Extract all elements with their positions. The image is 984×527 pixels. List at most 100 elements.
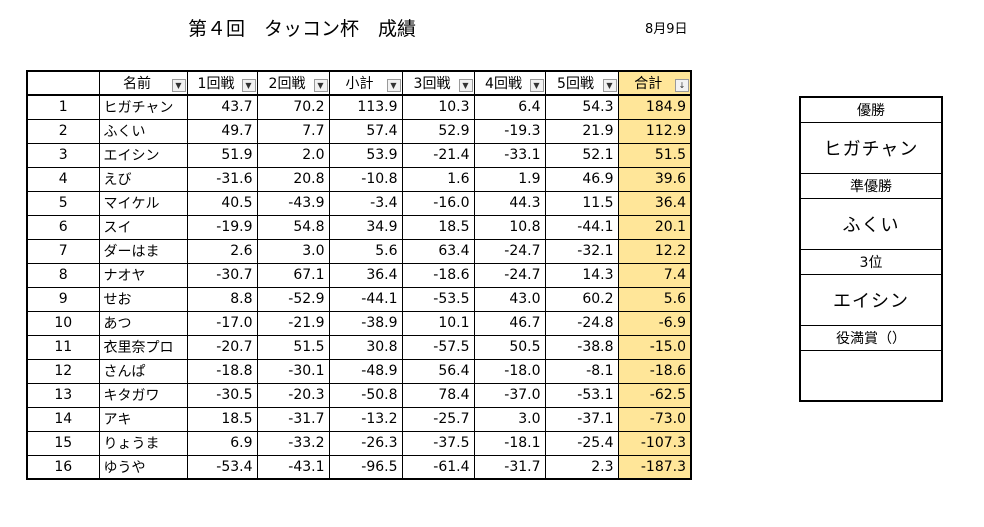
yakuman-prize-name[interactable] <box>799 349 943 402</box>
rank-cell[interactable]: 6 <box>26 214 100 240</box>
total-score-cell[interactable]: 7.4 <box>617 262 692 288</box>
round2-score-cell[interactable]: 2.0 <box>256 142 330 168</box>
header-round1[interactable]: 1回戦 ▼ <box>186 70 258 96</box>
round3-score-cell[interactable]: -61.4 <box>401 454 475 480</box>
sort-desc-icon[interactable]: ↓ <box>675 79 689 92</box>
player-name-cell[interactable]: えび <box>98 166 188 192</box>
round2-score-cell[interactable]: -30.1 <box>256 358 330 384</box>
round2-score-cell[interactable]: 3.0 <box>256 238 330 264</box>
round2-score-cell[interactable]: -43.1 <box>256 454 330 480</box>
round2-score-cell[interactable]: 20.8 <box>256 166 330 192</box>
subtotal-cell[interactable]: -26.3 <box>328 430 403 456</box>
round5-score-cell[interactable]: 14.3 <box>544 262 619 288</box>
player-name-cell[interactable]: スイ <box>98 214 188 240</box>
round2-score-cell[interactable]: -33.2 <box>256 430 330 456</box>
round2-score-cell[interactable]: -21.9 <box>256 310 330 336</box>
round4-score-cell[interactable]: -33.1 <box>473 142 546 168</box>
round1-score-cell[interactable]: 51.9 <box>186 142 258 168</box>
subtotal-cell[interactable]: -13.2 <box>328 406 403 432</box>
round5-score-cell[interactable]: 2.3 <box>544 454 619 480</box>
round5-score-cell[interactable]: 60.2 <box>544 286 619 312</box>
round5-score-cell[interactable]: -37.1 <box>544 406 619 432</box>
player-name-cell[interactable]: 衣里奈プロ <box>98 334 188 360</box>
round4-score-cell[interactable]: -18.1 <box>473 430 546 456</box>
total-score-cell[interactable]: 36.4 <box>617 190 692 216</box>
header-total[interactable]: 合計 ↓ <box>617 70 692 96</box>
round5-score-cell[interactable]: -8.1 <box>544 358 619 384</box>
round3-score-cell[interactable]: -18.6 <box>401 262 475 288</box>
header-round2[interactable]: 2回戦 ▼ <box>256 70 330 96</box>
player-name-cell[interactable]: ふくい <box>98 118 188 144</box>
round2-score-cell[interactable]: 51.5 <box>256 334 330 360</box>
round5-score-cell[interactable]: -24.8 <box>544 310 619 336</box>
player-name-cell[interactable]: エイシン <box>98 142 188 168</box>
player-name-cell[interactable]: キタガワ <box>98 382 188 408</box>
round3-score-cell[interactable]: 63.4 <box>401 238 475 264</box>
round2-score-cell[interactable]: -31.7 <box>256 406 330 432</box>
round1-score-cell[interactable]: 49.7 <box>186 118 258 144</box>
filter-dropdown-icon[interactable]: ▼ <box>171 79 186 92</box>
total-score-cell[interactable]: 39.6 <box>617 166 692 192</box>
round4-score-cell[interactable]: -19.3 <box>473 118 546 144</box>
round2-score-cell[interactable]: 70.2 <box>256 94 330 120</box>
player-name-cell[interactable]: りょうま <box>98 430 188 456</box>
subtotal-cell[interactable]: 57.4 <box>328 118 403 144</box>
total-score-cell[interactable]: -107.3 <box>617 430 692 456</box>
round3-score-cell[interactable]: 10.1 <box>401 310 475 336</box>
filter-dropdown-icon[interactable]: ▼ <box>241 79 256 92</box>
round5-score-cell[interactable]: 21.9 <box>544 118 619 144</box>
round5-score-cell[interactable]: 46.9 <box>544 166 619 192</box>
rank-cell[interactable]: 9 <box>26 286 100 312</box>
rank-cell[interactable]: 11 <box>26 334 100 360</box>
subtotal-cell[interactable]: 113.9 <box>328 94 403 120</box>
rank-cell[interactable]: 7 <box>26 238 100 264</box>
header-round4[interactable]: 4回戦 ▼ <box>473 70 546 96</box>
total-score-cell[interactable]: -187.3 <box>617 454 692 480</box>
total-score-cell[interactable]: 112.9 <box>617 118 692 144</box>
round1-score-cell[interactable]: -53.4 <box>186 454 258 480</box>
round1-score-cell[interactable]: -20.7 <box>186 334 258 360</box>
round1-score-cell[interactable]: -19.9 <box>186 214 258 240</box>
round5-score-cell[interactable]: -53.1 <box>544 382 619 408</box>
total-score-cell[interactable]: -18.6 <box>617 358 692 384</box>
rank-cell[interactable]: 15 <box>26 430 100 456</box>
round1-score-cell[interactable]: -30.5 <box>186 382 258 408</box>
winner-name[interactable]: ヒガチャン <box>799 121 943 174</box>
rank-cell[interactable]: 16 <box>26 454 100 480</box>
round2-score-cell[interactable]: 67.1 <box>256 262 330 288</box>
round1-score-cell[interactable]: 6.9 <box>186 430 258 456</box>
round3-score-cell[interactable]: -25.7 <box>401 406 475 432</box>
total-score-cell[interactable]: -15.0 <box>617 334 692 360</box>
total-score-cell[interactable]: 20.1 <box>617 214 692 240</box>
round1-score-cell[interactable]: 2.6 <box>186 238 258 264</box>
player-name-cell[interactable]: ダーはま <box>98 238 188 264</box>
total-score-cell[interactable]: 5.6 <box>617 286 692 312</box>
round2-score-cell[interactable]: 54.8 <box>256 214 330 240</box>
round4-score-cell[interactable]: 1.9 <box>473 166 546 192</box>
round5-score-cell[interactable]: -25.4 <box>544 430 619 456</box>
rank-cell[interactable]: 14 <box>26 406 100 432</box>
rank-cell[interactable]: 1 <box>26 94 100 120</box>
runner-up-name[interactable]: ふくい <box>799 197 943 250</box>
subtotal-cell[interactable]: -10.8 <box>328 166 403 192</box>
round1-score-cell[interactable]: 43.7 <box>186 94 258 120</box>
round3-score-cell[interactable]: 10.3 <box>401 94 475 120</box>
subtotal-cell[interactable]: -50.8 <box>328 382 403 408</box>
round1-score-cell[interactable]: 8.8 <box>186 286 258 312</box>
round4-score-cell[interactable]: 44.3 <box>473 190 546 216</box>
player-name-cell[interactable]: さんぱ <box>98 358 188 384</box>
filter-dropdown-icon[interactable]: ▼ <box>529 79 544 92</box>
round3-score-cell[interactable]: -16.0 <box>401 190 475 216</box>
round2-score-cell[interactable]: -20.3 <box>256 382 330 408</box>
subtotal-cell[interactable]: 34.9 <box>328 214 403 240</box>
filter-dropdown-icon[interactable]: ▼ <box>602 79 617 92</box>
round1-score-cell[interactable]: -31.6 <box>186 166 258 192</box>
total-score-cell[interactable]: 51.5 <box>617 142 692 168</box>
rank-cell[interactable]: 12 <box>26 358 100 384</box>
filter-dropdown-icon[interactable]: ▼ <box>313 79 328 92</box>
round3-score-cell[interactable]: 1.6 <box>401 166 475 192</box>
round1-score-cell[interactable]: 18.5 <box>186 406 258 432</box>
rank-cell[interactable]: 3 <box>26 142 100 168</box>
round5-score-cell[interactable]: -44.1 <box>544 214 619 240</box>
total-score-cell[interactable]: -6.9 <box>617 310 692 336</box>
